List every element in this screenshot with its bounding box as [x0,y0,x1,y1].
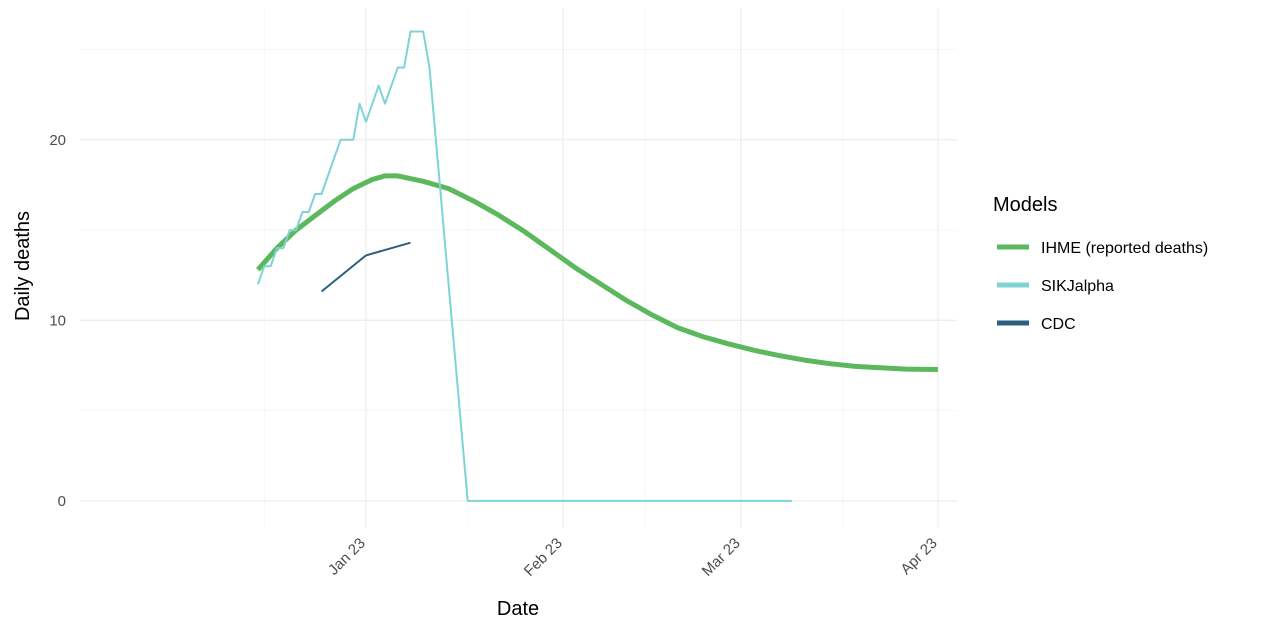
legend-entries: IHME (reported deaths) SIKJalpha CDC [997,240,1208,333]
series-line-2 [256,30,792,502]
y-tick-label: 10 [49,312,66,329]
major-gridlines-x [365,8,939,528]
series-line-1 [256,173,938,372]
legend: Models IHME (reported deaths) SIKJalpha CD… [993,194,1208,333]
y-axis-title: Daily deaths [12,211,34,321]
y-tick-label: 0 [58,493,66,510]
legend-label: CDC [1041,316,1076,333]
y-tick-label: 20 [49,132,66,149]
legend-title: Models [993,194,1057,216]
series-line-3 [320,241,411,293]
legend-label: IHME (reported deaths) [1041,240,1208,257]
legend-label: SIKJalpha [1041,278,1114,295]
series-layer [256,30,938,502]
y-tick-labels: 0 10 20 [49,132,66,510]
x-axis-title: Date [497,598,539,620]
